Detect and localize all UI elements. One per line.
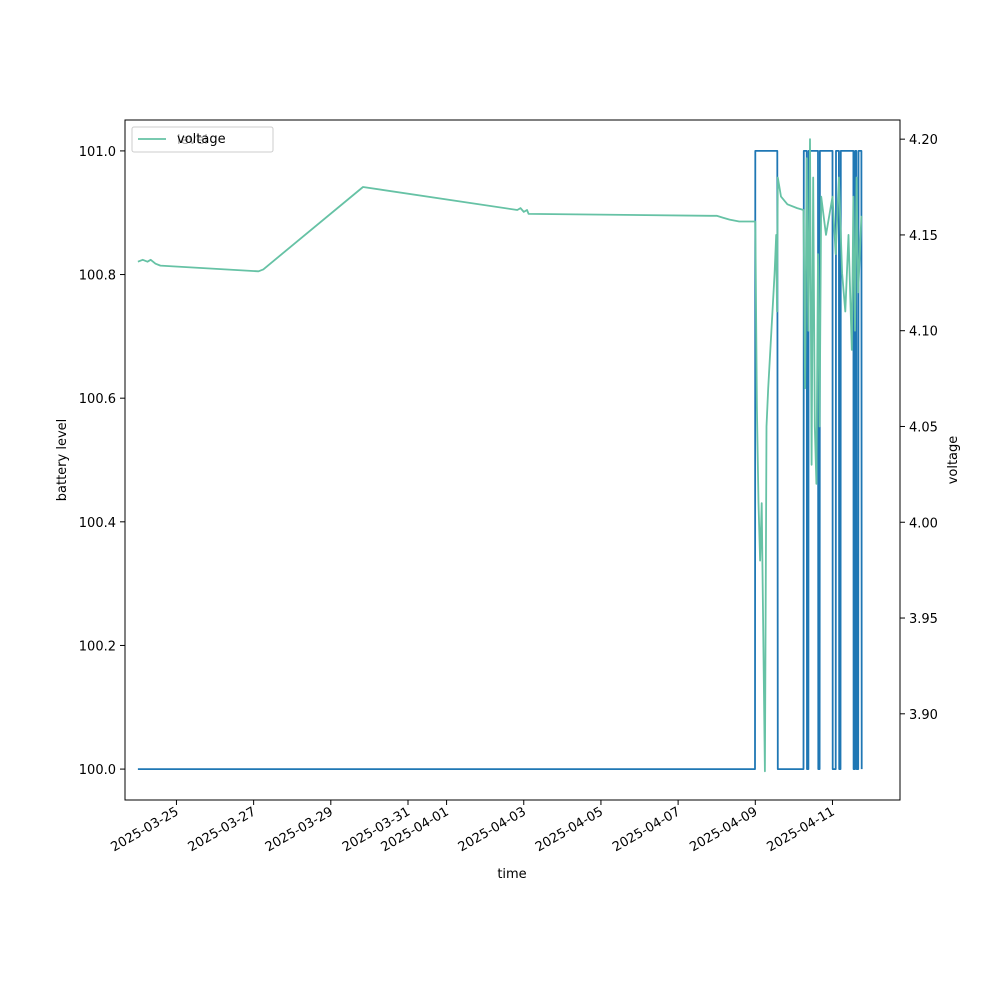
plot-frame [124, 119, 901, 801]
y-tick-label-left: 100.6 [79, 392, 116, 407]
left-axis-ticks: 100.0 100.2 100.4 100.6 100.8 101.0 [79, 145, 125, 778]
y-tick-label-left: 100.0 [79, 763, 116, 778]
x-tick-label: 2025-03-27 [186, 804, 259, 855]
legend-box [131, 126, 274, 153]
y-tick-label-right: 4.20 [909, 133, 938, 148]
x-axis-ticks: 2025-03-25 2025-03-27 2025-03-29 2025-03-31… [109, 800, 838, 855]
y-tick-label-right: 4.00 [909, 516, 938, 531]
y-tick-label-right: 4.05 [909, 420, 938, 435]
y-tick-label-right: 4.10 [909, 325, 938, 340]
x-tick-label: 2025-03-29 [263, 804, 336, 855]
series-line-voltage [137, 138, 863, 773]
x-tick-label: 2025-04-11 [765, 804, 838, 855]
series-line-level [137, 150, 863, 770]
y-axis-label-left: battery level [55, 419, 70, 502]
x-tick-label: 2025-04-05 [533, 804, 606, 855]
y-tick-label-right: 4.15 [909, 229, 938, 244]
y-tick-label-left: 100.2 [79, 639, 116, 654]
y-tick-label-left: 100.4 [79, 516, 116, 531]
x-tick-label: 2025-04-03 [456, 804, 529, 855]
x-tick-label: 2025-03-25 [109, 804, 182, 855]
legend: level voltage [131, 126, 274, 153]
legend-entry-voltage: voltage [177, 132, 226, 147]
x-axis-label: time [497, 867, 526, 882]
series-layer [137, 138, 863, 773]
right-axis-ticks: 3.90 3.95 4.00 4.05 4.10 4.15 4.20 [900, 133, 938, 723]
x-tick-label: 2025-04-07 [610, 804, 683, 855]
x-tick-label: 2025-04-09 [687, 804, 760, 855]
y-tick-label-right: 3.95 [909, 612, 938, 627]
y-axis-label-right: voltage [946, 436, 961, 485]
y-tick-label-right: 3.90 [909, 708, 938, 723]
y-tick-label-left: 100.8 [79, 269, 116, 284]
legend-entry-level: level [177, 133, 208, 148]
y-tick-label-left: 101.0 [79, 145, 116, 160]
